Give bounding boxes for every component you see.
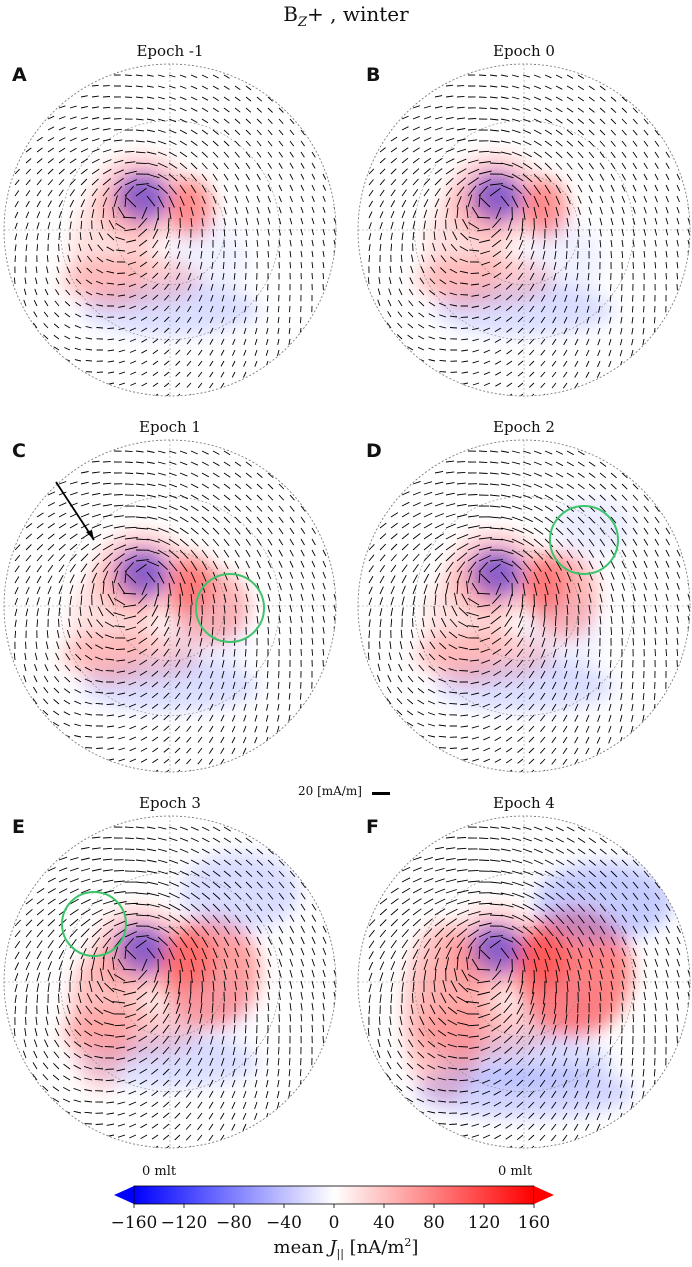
mlt-label-right: 0 mlt [498, 1164, 533, 1179]
scale-label: 20 [mA/m] [298, 784, 362, 798]
colorbar [114, 1185, 554, 1208]
current-density-field [414, 154, 614, 336]
vector-field [367, 74, 690, 396]
highlight-circle [549, 505, 619, 575]
panel-e-title: Epoch 3 [139, 794, 201, 812]
pointer-arrowhead [86, 530, 94, 540]
colorbar-tick-label: 160 [517, 1213, 551, 1233]
colorbar-label: mean J|| [nA/m2] [273, 1236, 419, 1261]
polar-plot-c [3, 439, 337, 773]
scale-bar [372, 792, 390, 795]
pointer-arrow [55, 481, 95, 541]
colorbar-tick-label: 80 [423, 1213, 445, 1233]
panel-d-title: Epoch 2 [493, 418, 555, 436]
polar-plot-e [3, 815, 337, 1149]
current-density-field [414, 496, 634, 712]
colorbar-tick-label: −40 [266, 1213, 302, 1233]
current-density-field [60, 154, 260, 336]
vector-field [13, 74, 336, 396]
colorbar-max-extend [534, 1186, 554, 1204]
panel-c-letter: C [12, 440, 26, 462]
colorbar-tick-label: 120 [467, 1213, 501, 1233]
vector-field [367, 826, 690, 1148]
panel-a-title: Epoch -1 [136, 42, 204, 60]
vector-field [367, 450, 690, 772]
colorbar-body [133, 1185, 535, 1205]
mlt-label-left: 0 mlt [142, 1164, 177, 1179]
vector-field [13, 450, 336, 772]
highlight-circle [61, 891, 127, 957]
colorbar-tick-label: 40 [373, 1213, 395, 1233]
colorbar-tick-label: −120 [160, 1213, 208, 1233]
polar-plot-d [357, 439, 691, 773]
title-rest: + , winter [307, 2, 409, 26]
colorbar-tick-label: −160 [110, 1213, 158, 1233]
panel-f-title: Epoch 4 [493, 794, 555, 812]
title-subscript: Z [297, 15, 308, 30]
panel-f-letter: F [366, 816, 379, 838]
colorbar-tick-label: −80 [216, 1213, 252, 1233]
figure-title: BZ+ , winter [0, 0, 692, 37]
polar-plot-a [3, 63, 337, 397]
panel-d-letter: D [366, 440, 382, 462]
panel-b-title: Epoch 0 [493, 42, 555, 60]
colorbar-min-extend [114, 1186, 134, 1204]
polar-plot-f [357, 815, 691, 1149]
colorbar-tick-label: 0 [328, 1213, 340, 1233]
vector-field [13, 826, 336, 1148]
panel-e-letter: E [12, 816, 25, 838]
panel-c-title: Epoch 1 [139, 418, 201, 436]
highlight-circle [195, 573, 265, 643]
polar-plot-b [357, 63, 691, 397]
panel-a-letter: A [12, 64, 27, 86]
panel-b-letter: B [366, 64, 381, 86]
title-b: B [283, 2, 298, 26]
